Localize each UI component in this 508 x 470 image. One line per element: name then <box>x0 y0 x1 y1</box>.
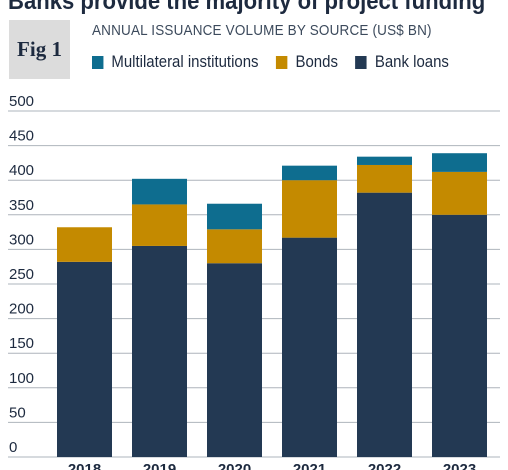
bar-segment <box>132 245 187 457</box>
bar-segment <box>132 178 187 205</box>
bar-segment <box>207 229 262 264</box>
x-tick-label: 2018 <box>68 461 101 470</box>
bar-segment <box>57 261 112 457</box>
legend-label: Bank loans <box>374 52 449 71</box>
figure-label: Fig 1 <box>9 20 70 79</box>
bar-segment <box>432 214 487 457</box>
bar-segment <box>132 204 187 246</box>
legend-swatch <box>355 55 367 69</box>
legend-item: Bank loans <box>355 52 449 72</box>
x-tick-label: 2022 <box>368 461 401 470</box>
legend-swatch <box>92 55 104 69</box>
figure-label-text: Fig 1 <box>17 37 62 61</box>
y-tick-label: 450 <box>9 128 34 145</box>
y-tick-label: 200 <box>9 301 34 318</box>
x-tick-label: 2020 <box>218 461 251 470</box>
bar-segment <box>207 263 262 457</box>
legend-item: Multilateral institutions <box>92 52 259 72</box>
chart-title: Banks provide the majority of project fu… <box>8 0 486 15</box>
y-tick-label: 150 <box>9 335 34 352</box>
legend-label: Multilateral institutions <box>111 52 259 71</box>
bar-segment <box>207 203 262 230</box>
bar-segment <box>432 153 487 172</box>
y-tick-label: 100 <box>9 370 34 387</box>
x-tick-label: 2023 <box>443 461 476 470</box>
y-tick-label: 300 <box>9 231 34 248</box>
y-tick-label: 400 <box>9 162 34 179</box>
bar-segment <box>282 180 337 238</box>
bar-segment <box>357 192 412 457</box>
bar-segment <box>282 165 337 181</box>
bar-segment <box>357 156 412 165</box>
legend-swatch <box>276 55 288 69</box>
y-tick-label: 250 <box>9 266 34 283</box>
legend-label: Bonds <box>295 52 338 71</box>
y-tick-label: 0 <box>9 439 17 456</box>
bar-segment <box>432 171 487 215</box>
chart-legend: Multilateral institutions Bonds Bank loans <box>92 52 467 72</box>
legend-item: Bonds <box>276 52 338 72</box>
bar-segment <box>282 237 337 457</box>
y-tick-label: 50 <box>9 404 26 421</box>
bar-segment <box>57 227 112 262</box>
x-tick-label: 2021 <box>293 461 326 470</box>
chart-subtitle: ANNUAL ISSUANCE VOLUME BY SOURCE (US$ BN… <box>92 22 432 39</box>
y-tick-label: 350 <box>9 197 34 214</box>
x-tick-label: 2019 <box>143 461 176 470</box>
y-tick-label: 500 <box>9 93 34 110</box>
bar-segment <box>357 164 412 193</box>
